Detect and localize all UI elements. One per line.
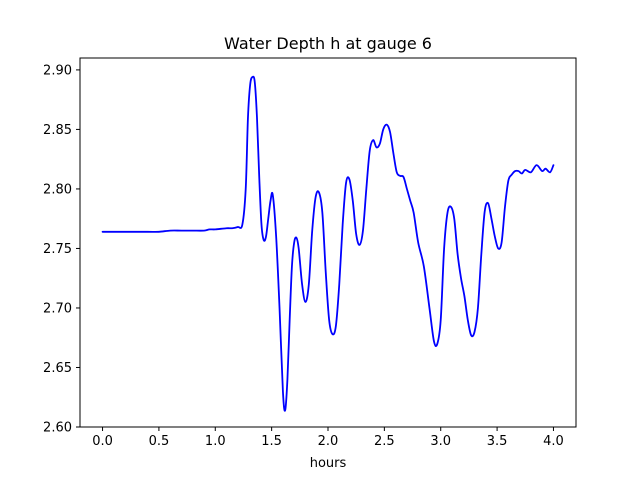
- x-tick-label: 2.5: [374, 434, 395, 449]
- x-tick-label: 4.0: [543, 434, 564, 449]
- y-tick-label: 2.65: [43, 361, 72, 376]
- x-tick-label: 0.5: [149, 434, 170, 449]
- y-tick-label: 2.85: [43, 123, 72, 138]
- y-tick-label: 2.75: [43, 242, 72, 257]
- x-axis: 0.0 0.5 1.0 1.5 2.0 2.5 3.0 3.5 4.0: [92, 427, 564, 449]
- plot-area: [79, 57, 577, 428]
- plot-frame: [79, 57, 577, 428]
- x-tick-label: 3.5: [487, 434, 508, 449]
- x-tick-label: 1.0: [205, 434, 226, 449]
- x-tick-label: 1.5: [261, 434, 282, 449]
- y-tick-label: 2.60: [43, 421, 72, 436]
- y-tick-label: 2.90: [43, 63, 72, 78]
- x-axis-label: hours: [310, 456, 347, 471]
- series-line-water-depth: [101, 75, 555, 412]
- y-axis: 2.60 2.65 2.70 2.75 2.80 2.85 2.90: [43, 63, 80, 436]
- x-tick-label: 2.0: [318, 434, 339, 449]
- y-tick-label: 2.70: [43, 301, 72, 316]
- y-tick-label: 2.80: [43, 182, 72, 197]
- x-tick-label: 3.0: [430, 434, 451, 449]
- chart-title: Water Depth h at gauge 6: [224, 34, 432, 53]
- x-tick-label: 0.0: [92, 434, 113, 449]
